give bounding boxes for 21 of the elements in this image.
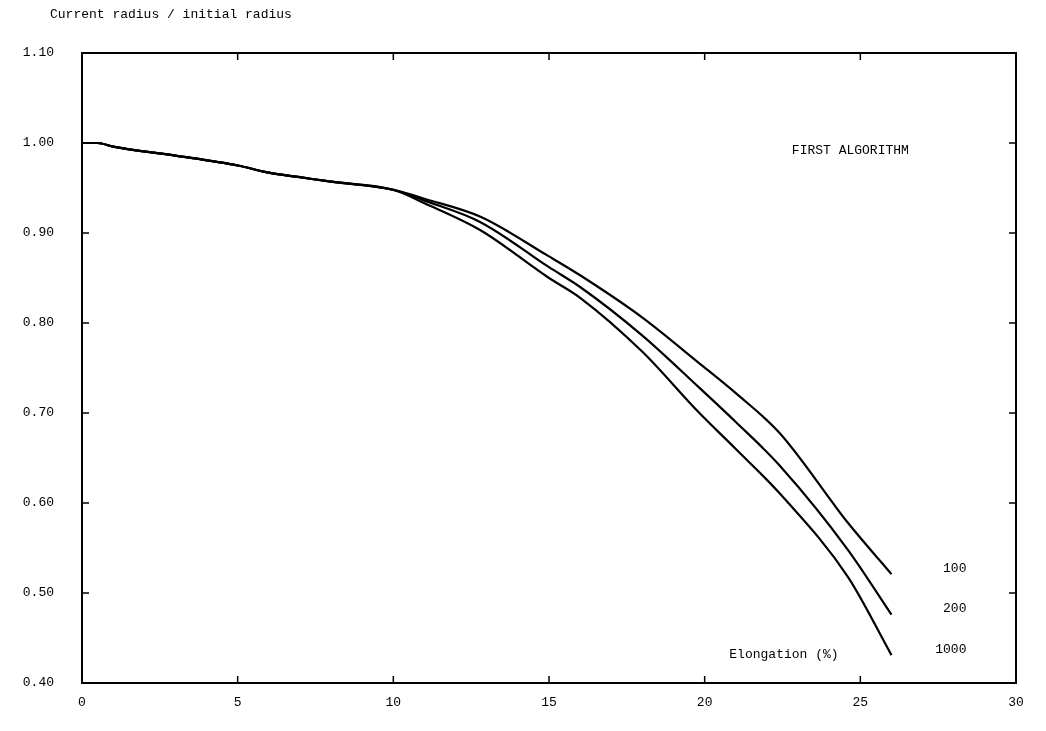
- text: 200: [943, 601, 967, 617]
- y-tick-label: 0.40: [22, 675, 54, 691]
- y-tick-label: 0.70: [22, 405, 54, 421]
- y-tick-label: 0.50: [22, 585, 54, 601]
- x-axis-title: Elongation (%): [729, 646, 839, 662]
- x-tick-label: 30: [1008, 695, 1024, 711]
- y-axis-title: Current radius / initial radius: [50, 7, 292, 23]
- y-tick-label: 0.90: [22, 225, 54, 241]
- x-tick-label: 20: [696, 695, 713, 711]
- y-tick-label: 1.10: [22, 45, 54, 61]
- x-tick-label: 10: [385, 695, 402, 711]
- x-tick-label: 5: [233, 695, 242, 711]
- text: 100: [943, 560, 967, 576]
- y-tick-label: 1.00: [22, 135, 54, 151]
- x-tick-label: 25: [852, 695, 869, 711]
- y-tick-label: 0.60: [22, 495, 54, 511]
- y-tick-label: 0.80: [22, 315, 54, 331]
- x-tick-label: 15: [541, 695, 557, 711]
- text: 1000: [935, 641, 967, 657]
- annotation: FIRST ALGORITHM: [791, 143, 909, 159]
- x-tick-label: 0: [78, 695, 86, 711]
